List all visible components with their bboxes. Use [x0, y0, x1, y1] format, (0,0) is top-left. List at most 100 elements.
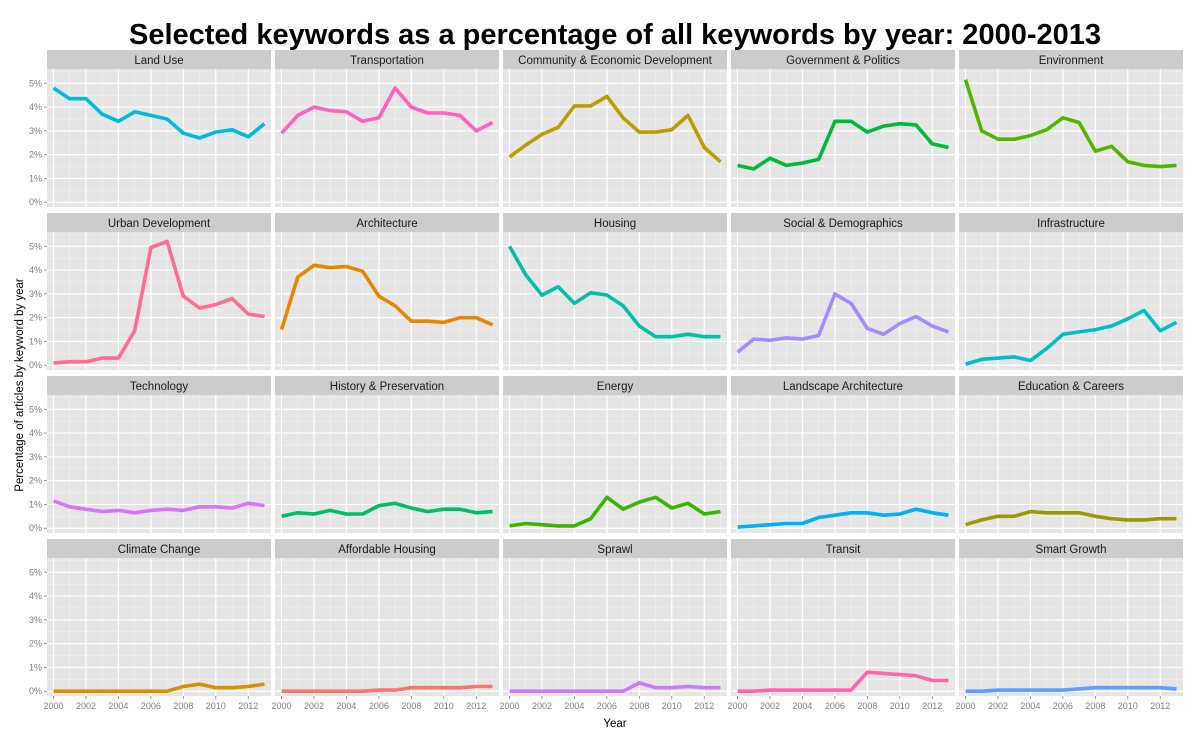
y-tick-label: 3% — [29, 452, 42, 462]
facet-panel: Transportation — [275, 50, 499, 207]
series-line — [53, 682, 265, 694]
y-tick-label: 3% — [29, 615, 42, 625]
x-tick-label: 2010 — [1118, 701, 1138, 711]
panel-background — [731, 232, 955, 370]
x-axis-title: Year — [603, 718, 626, 730]
facet-strip — [47, 50, 271, 69]
facet-strip — [959, 376, 1183, 395]
x-tick-label: 2012 — [1150, 701, 1170, 711]
facet-label: Affordable Housing — [338, 544, 436, 556]
y-tick-label: 5% — [29, 241, 42, 251]
x-tick-label: 2010 — [434, 701, 454, 711]
facet-strip — [275, 50, 499, 69]
facet-label: Education & Careers — [1018, 381, 1124, 393]
y-tick-label: 2% — [29, 313, 42, 323]
facet-strip — [503, 213, 727, 232]
panel-background — [731, 69, 955, 207]
facet-label: Land Use — [134, 55, 183, 67]
series-line — [737, 670, 949, 694]
y-tick-label: 5% — [29, 404, 42, 414]
facet-panel: Landscape Architecture — [731, 376, 955, 533]
x-tick-label: 2008 — [1085, 701, 1105, 711]
x-tick-label: 2002 — [76, 701, 96, 711]
facet-strip — [47, 376, 271, 395]
facet-panel: Social & Demographics — [731, 213, 955, 370]
panel-background — [503, 69, 727, 207]
series-line — [737, 119, 949, 171]
x-tick-label: 2008 — [857, 701, 877, 711]
x-tick-label: 2006 — [141, 701, 161, 711]
facet-strip — [275, 539, 499, 558]
panel-background — [47, 69, 271, 207]
facet-label: Transportation — [350, 55, 424, 67]
facet-label: Housing — [594, 218, 636, 230]
facet-label: History & Preservation — [330, 381, 444, 393]
series-line — [279, 263, 494, 331]
panel-background — [275, 558, 499, 696]
facet-strip — [959, 539, 1183, 558]
x-tick-label: 2000 — [271, 701, 291, 711]
y-tick-label: 0% — [29, 197, 42, 207]
x-tick-label: 2004 — [564, 701, 584, 711]
x-tick-label: 2010 — [890, 701, 910, 711]
facet-strip — [275, 213, 499, 232]
x-tick-label: 2000 — [499, 701, 519, 711]
chart-title: Selected keywords as a percentage of all… — [129, 19, 1101, 51]
facet-label: Environment — [1039, 55, 1104, 67]
facet-panel: Environment — [959, 50, 1183, 207]
facet-strip — [503, 50, 727, 69]
y-tick-label: 1% — [29, 662, 42, 672]
series-line — [52, 86, 266, 140]
series-line — [507, 245, 721, 339]
y-tick-label: 0% — [29, 523, 42, 533]
facet-label: Transit — [826, 544, 862, 556]
facet-panel: Smart Growth 2000 2002 2004 2006 2008 2010 2012 — [955, 539, 1183, 711]
facet-label: Smart Growth — [1036, 544, 1107, 556]
x-tick-label: 2012 — [922, 701, 942, 711]
y-tick-label: 1% — [29, 336, 42, 346]
x-tick-label: 2002 — [532, 701, 552, 711]
x-tick-label: 2000 — [727, 701, 747, 711]
facet-panel: Education & Careers — [959, 376, 1183, 533]
y-tick-label: 3% — [29, 289, 42, 299]
facet-label: Infrastructure — [1037, 218, 1105, 230]
x-tick-label: 2004 — [336, 701, 356, 711]
x-tick-label: 2010 — [206, 701, 226, 711]
facet-label: Social & Demographics — [783, 218, 903, 230]
x-tick-label: 2004 — [1020, 701, 1040, 711]
x-tick-label: 2004 — [792, 701, 812, 711]
facet-panel: Community & Economic Development — [503, 50, 727, 207]
x-tick-label: 2000 — [955, 701, 975, 711]
facet-panel: Energy — [503, 376, 727, 533]
panel-background — [731, 558, 955, 696]
facet-panel: Architecture — [275, 213, 499, 370]
facet-label: Technology — [130, 381, 188, 393]
facet-panel: Affordable Housing 2000 2002 2004 2006 2008 20… — [271, 539, 499, 711]
facet-strip — [275, 376, 499, 395]
series-line — [963, 79, 1177, 169]
facet-panel: Urban Development 0% 1% 2% 3% 4% 5% — [29, 213, 271, 370]
x-tick-label: 2012 — [694, 701, 714, 711]
facet-panel: Government & Politics — [731, 50, 955, 207]
series-line — [280, 86, 494, 135]
facet-panel: Climate Change 0% 1% 2% 3% 4% 5% 2000 2002 2004 20… — [29, 539, 271, 711]
facet-panels: Land Use 0% 1% 2% 3% 4% 5% Transportation Commun… — [29, 50, 1183, 711]
facet-panel: Sprawl 2000 2002 2004 2006 2008 2010 2012 — [499, 539, 727, 711]
series-line — [509, 681, 721, 694]
facet-strip — [503, 376, 727, 395]
series-line — [508, 94, 722, 164]
facet-strip — [959, 50, 1183, 69]
x-tick-label: 2006 — [597, 701, 617, 711]
y-tick-label: 0% — [29, 686, 42, 696]
y-tick-label: 2% — [29, 639, 42, 649]
series-line — [281, 501, 493, 519]
series-line — [52, 499, 265, 515]
x-tick-label: 2000 — [43, 701, 63, 711]
facet-label: Energy — [597, 381, 634, 393]
facet-label: Urban Development — [108, 218, 211, 230]
panel-background — [959, 395, 1183, 533]
x-tick-label: 2004 — [108, 701, 128, 711]
series-line — [53, 239, 265, 365]
y-tick-label: 4% — [29, 428, 42, 438]
series-line — [965, 685, 1177, 694]
